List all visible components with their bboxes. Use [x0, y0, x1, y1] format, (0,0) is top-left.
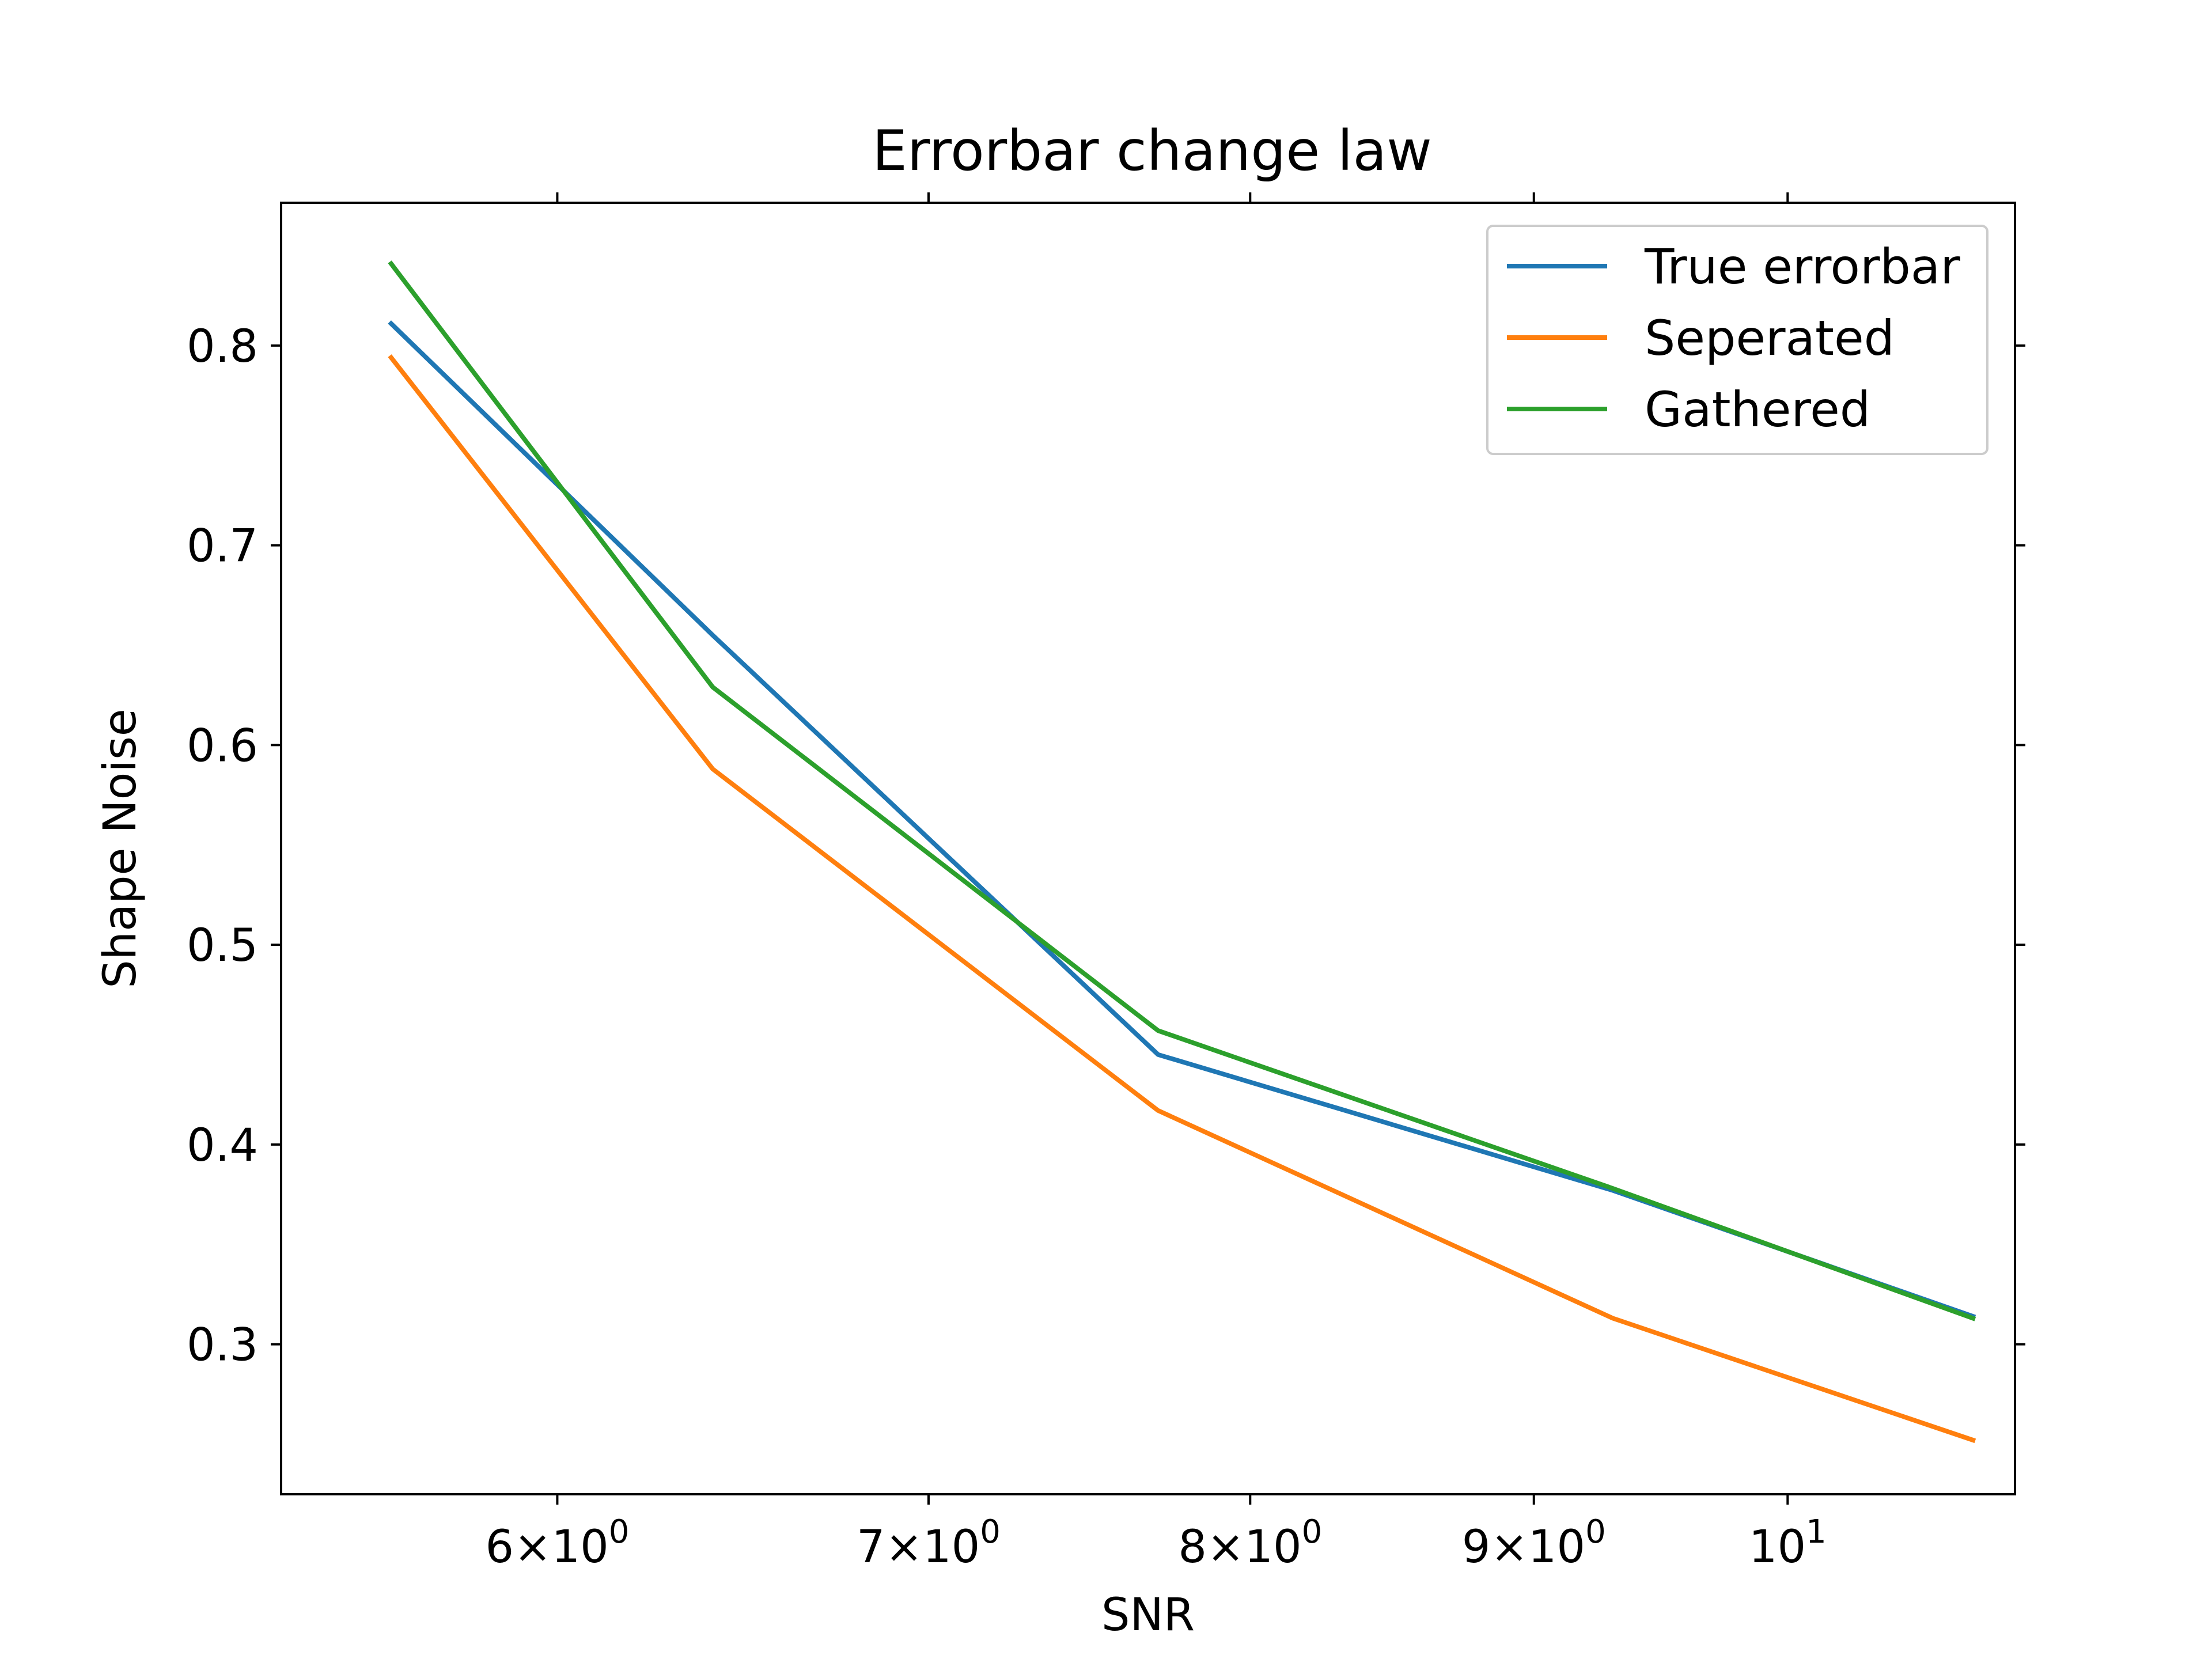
y-axis-label: Shape Noise — [94, 709, 146, 988]
x-axis-label: SNR — [1101, 1589, 1195, 1641]
legend-label: Gathered — [1645, 381, 1870, 438]
legend: True errorbar Seperated Gathered — [1486, 225, 1988, 455]
series-layer — [388, 260, 1976, 1444]
x-tick-label: 7×100 — [857, 1513, 1001, 1573]
series-line-2 — [388, 260, 1976, 1321]
y-tick-label: 0.7 — [187, 521, 258, 573]
y-tick-label: 0.8 — [187, 321, 258, 373]
series-line-1 — [388, 354, 1976, 1444]
x-tick-label: 101 — [1749, 1513, 1827, 1573]
x-tick-label: 8×100 — [1178, 1513, 1322, 1573]
legend-label: True errorbar — [1644, 238, 1960, 295]
y-tick-label: 0.5 — [187, 920, 258, 972]
legend-label: Seperated — [1645, 310, 1895, 366]
x-tick-label: 6×100 — [485, 1513, 629, 1573]
legend-box — [1486, 225, 1988, 455]
x-tick-label: 9×100 — [1462, 1513, 1606, 1573]
y-tick-label: 0.4 — [187, 1120, 258, 1172]
plot-frame — [280, 202, 2016, 1495]
chart-title: Errorbar change law — [872, 119, 1432, 183]
y-tick-label: 0.6 — [187, 720, 258, 772]
y-axis-ticks: 0.3 0.4 0.5 0.6 0.7 0.8 — [187, 321, 2025, 1372]
y-tick-label: 0.3 — [187, 1320, 258, 1372]
x-axis-ticks: 6×100 7×100 8×100 9×100 101 — [485, 192, 1827, 1573]
